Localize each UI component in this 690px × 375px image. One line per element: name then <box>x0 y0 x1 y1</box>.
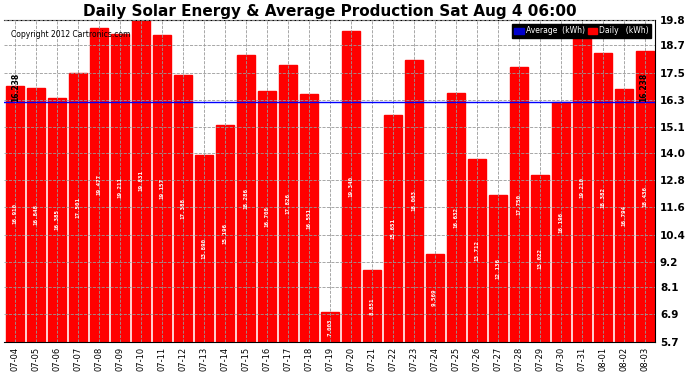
Bar <box>510 67 528 342</box>
Text: 19.211: 19.211 <box>117 177 122 198</box>
Bar <box>446 93 464 342</box>
Bar <box>257 91 275 342</box>
Bar <box>237 55 255 342</box>
Text: 16.551: 16.551 <box>306 207 311 228</box>
Bar <box>6 86 23 342</box>
Bar <box>132 20 150 342</box>
Bar <box>593 53 611 342</box>
Bar <box>573 34 591 342</box>
Text: 16.632: 16.632 <box>453 207 458 228</box>
Text: 7.003: 7.003 <box>327 318 332 336</box>
Text: 16.848: 16.848 <box>33 204 38 225</box>
Bar <box>90 28 108 342</box>
Bar <box>216 125 234 342</box>
Bar <box>279 65 297 342</box>
Bar <box>27 88 45 342</box>
Bar <box>299 94 317 342</box>
Bar <box>110 34 128 342</box>
Text: 19.831: 19.831 <box>138 170 143 191</box>
Text: 18.286: 18.286 <box>243 188 248 209</box>
Bar <box>468 159 486 342</box>
Bar <box>384 115 402 342</box>
Text: 16.196: 16.196 <box>558 211 563 232</box>
Bar <box>69 73 86 342</box>
Text: 17.750: 17.750 <box>516 194 521 215</box>
Text: 15.651: 15.651 <box>390 218 395 239</box>
Text: 17.826: 17.826 <box>285 193 290 214</box>
Text: 18.382: 18.382 <box>600 187 605 208</box>
Bar <box>426 254 444 342</box>
Bar <box>615 89 633 342</box>
Legend: Average  (kWh), Daily   (kWh): Average (kWh), Daily (kWh) <box>512 24 651 38</box>
Text: 16.385: 16.385 <box>54 210 59 231</box>
Bar <box>552 102 569 342</box>
Text: 13.022: 13.022 <box>537 248 542 269</box>
Text: 9.569: 9.569 <box>432 289 437 306</box>
Bar <box>489 195 506 342</box>
Bar <box>635 51 653 342</box>
Text: 16.708: 16.708 <box>264 206 269 227</box>
Bar <box>152 35 170 342</box>
Text: 17.388: 17.388 <box>180 198 185 219</box>
Bar <box>405 60 422 342</box>
Bar <box>531 175 549 342</box>
Text: 12.136: 12.136 <box>495 258 500 279</box>
Text: 16.238: 16.238 <box>640 72 649 102</box>
Bar <box>363 270 381 342</box>
Text: 17.501: 17.501 <box>75 197 80 218</box>
Text: 8.851: 8.851 <box>369 297 374 315</box>
Bar <box>342 31 359 342</box>
Text: 18.063: 18.063 <box>411 190 416 211</box>
Text: 18.436: 18.436 <box>642 186 647 207</box>
Text: 19.157: 19.157 <box>159 178 164 199</box>
Text: 13.712: 13.712 <box>474 240 479 261</box>
Text: 19.210: 19.210 <box>579 177 584 198</box>
Text: 16.794: 16.794 <box>621 205 626 226</box>
Title: Daily Solar Energy & Average Production Sat Aug 4 06:00: Daily Solar Energy & Average Production … <box>83 4 576 19</box>
Text: 13.890: 13.890 <box>201 238 206 259</box>
Text: 16.238: 16.238 <box>10 72 20 102</box>
Text: 19.477: 19.477 <box>96 174 101 195</box>
Bar <box>174 75 192 342</box>
Text: 19.340: 19.340 <box>348 176 353 197</box>
Bar <box>321 312 339 342</box>
Bar <box>48 98 66 342</box>
Text: 15.196: 15.196 <box>222 223 227 244</box>
Text: Copyright 2012 Cartronics.com: Copyright 2012 Cartronics.com <box>10 30 130 39</box>
Text: 16.910: 16.910 <box>12 204 17 225</box>
Bar <box>195 155 213 342</box>
